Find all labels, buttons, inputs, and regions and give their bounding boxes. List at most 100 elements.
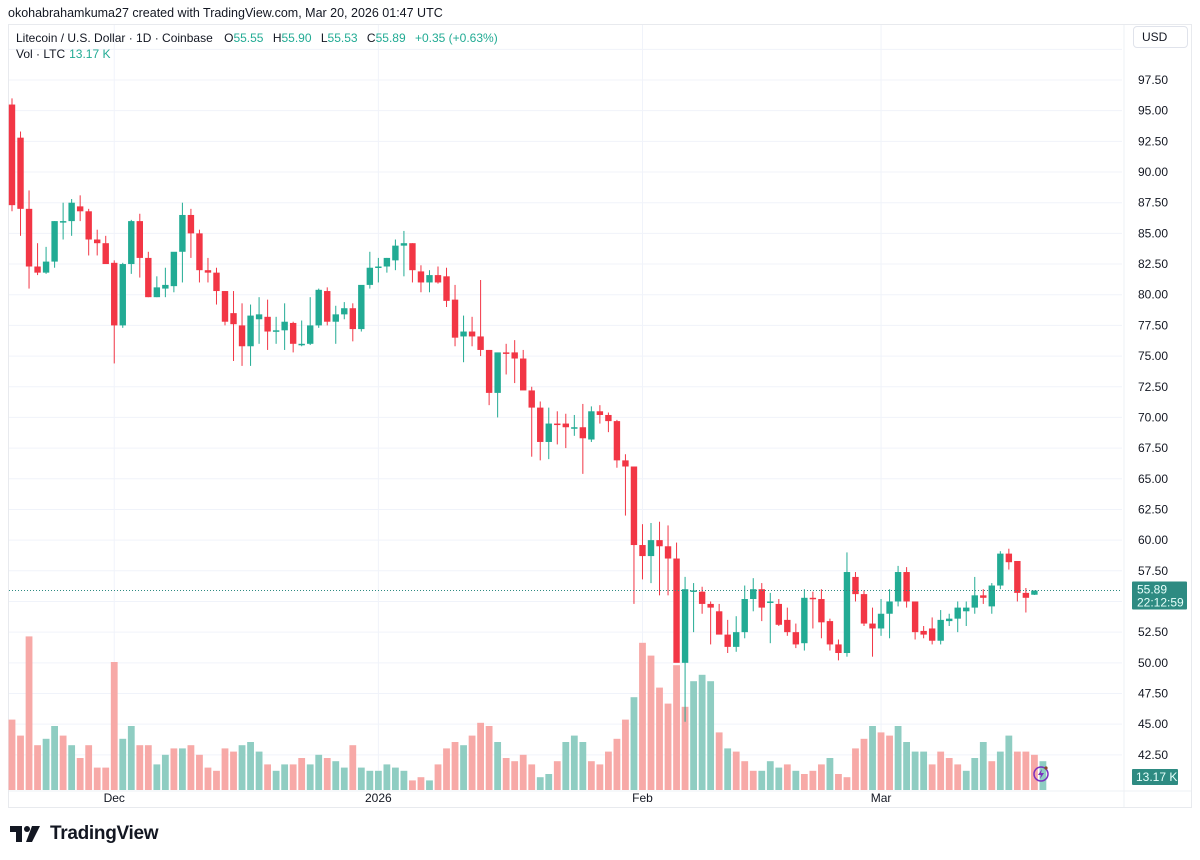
volume-bar	[766, 761, 774, 790]
volume-bar	[392, 767, 399, 790]
volume-bar	[136, 745, 144, 790]
volume-bar	[323, 758, 331, 790]
svg-text:55.89: 55.89	[1137, 583, 1167, 597]
time-tick: Dec	[104, 791, 125, 805]
volume-bar	[536, 777, 544, 790]
price-tick: 95.00	[1138, 104, 1168, 118]
price-tick: 67.50	[1138, 441, 1168, 455]
tradingview-logo[interactable]: TradingView	[10, 823, 159, 845]
candle	[860, 594, 868, 624]
candle	[366, 267, 374, 285]
volume-bar	[332, 761, 340, 790]
price-tick: 65.00	[1138, 472, 1168, 486]
volume-bar	[562, 742, 570, 790]
volume-bar	[818, 764, 825, 790]
volume-bar	[519, 754, 527, 790]
candle	[8, 104, 16, 206]
candle	[25, 208, 33, 267]
candle	[588, 411, 595, 440]
volume-bar	[1005, 735, 1013, 790]
candle	[954, 607, 961, 619]
candle	[153, 287, 161, 298]
volume-bar	[161, 754, 169, 790]
candle	[835, 644, 842, 654]
volume-bar	[76, 758, 84, 790]
volume-bar	[511, 761, 519, 790]
candle	[963, 607, 970, 612]
volume-label[interactable]: Vol · LTC	[16, 47, 66, 61]
time-axis[interactable]: Dec 2026 Feb Mar	[104, 791, 892, 805]
volume-bar	[605, 751, 612, 790]
candle	[145, 257, 152, 298]
symbol-title[interactable]: Litecoin / U.S. Dollar · 1D · Coinbase	[16, 31, 213, 45]
candle	[715, 611, 723, 635]
volume-bar	[690, 681, 697, 790]
candle	[434, 275, 442, 283]
candle	[324, 291, 331, 322]
currency-button[interactable]: USD	[1133, 26, 1188, 48]
price-tick: 75.00	[1138, 349, 1168, 363]
candle	[537, 407, 544, 442]
volume-bar	[42, 738, 50, 790]
candle	[76, 206, 84, 212]
candle	[238, 325, 246, 347]
volume-bar	[664, 703, 672, 790]
volume-bar	[553, 761, 561, 790]
candle	[792, 632, 800, 645]
candle	[426, 275, 433, 283]
candle	[187, 214, 195, 234]
volume-bar	[443, 748, 450, 790]
volume-bar	[255, 751, 263, 790]
candle	[59, 221, 67, 223]
candle	[221, 291, 229, 322]
price-tick: 80.00	[1138, 288, 1168, 302]
candle	[298, 343, 305, 346]
volume-bar	[460, 745, 467, 790]
volume-bar	[204, 767, 212, 790]
candle	[392, 245, 399, 261]
candle	[17, 137, 24, 209]
volume-bar	[869, 726, 876, 790]
volume-bar	[25, 636, 33, 790]
volume-bar	[187, 745, 195, 790]
volume-bar	[715, 732, 723, 790]
candle	[852, 576, 859, 595]
volume-bar	[468, 735, 476, 790]
candle	[980, 595, 987, 598]
candle	[971, 595, 978, 608]
time-tick: Feb	[632, 791, 653, 805]
candle	[869, 623, 876, 629]
volume-bar	[230, 751, 237, 790]
candle	[128, 221, 135, 265]
candle	[102, 243, 109, 265]
candle	[622, 460, 629, 467]
price-tick: 45.00	[1138, 717, 1168, 731]
price-axis[interactable]: 97.50 95.00 92.50 90.00 87.50 85.00 82.50 80.00…	[1138, 73, 1168, 762]
volume-bar	[911, 751, 919, 790]
candle	[111, 262, 118, 326]
volume-bar	[698, 674, 706, 790]
candle	[886, 601, 893, 614]
volume-bar	[213, 770, 220, 790]
price-tick: 77.50	[1138, 318, 1168, 332]
price-tick: 82.50	[1138, 257, 1168, 271]
ohlc-row: Litecoin / U.S. Dollar · 1D · Coinbase O…	[16, 30, 498, 46]
candle	[494, 352, 501, 393]
low-value: 55.53	[327, 31, 358, 45]
volume-bar	[366, 770, 374, 790]
candle	[894, 572, 902, 602]
candle	[272, 330, 280, 332]
candle	[1031, 590, 1038, 595]
candle	[741, 599, 748, 633]
candle	[733, 632, 740, 647]
volume-bar	[707, 681, 715, 790]
candle	[656, 540, 663, 547]
chart-legend: Litecoin / U.S. Dollar · 1D · Coinbase O…	[16, 30, 498, 62]
volume-bar	[826, 758, 834, 790]
candle	[289, 322, 297, 344]
volume-bar	[852, 748, 859, 790]
volume-bar	[630, 697, 638, 790]
chart-credit: okohabrahamkuma27 created with TradingVi…	[8, 6, 443, 20]
lightning-icon[interactable]	[1033, 766, 1049, 782]
